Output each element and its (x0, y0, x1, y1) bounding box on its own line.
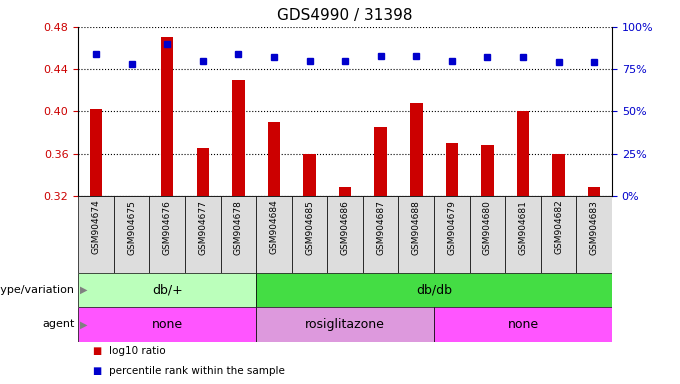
Text: GSM904686: GSM904686 (341, 200, 350, 255)
Text: GSM904678: GSM904678 (234, 200, 243, 255)
Bar (78, 196, 114, 273)
Bar (577, 196, 612, 273)
Bar (90, 109, 102, 196)
Bar (256, 196, 292, 273)
Text: db/db: db/db (416, 283, 452, 296)
Bar (220, 196, 256, 273)
Text: GSM904677: GSM904677 (199, 200, 207, 255)
Bar (552, 154, 565, 196)
Bar (481, 145, 494, 196)
Bar (398, 196, 434, 273)
Bar (268, 122, 280, 196)
Bar (434, 307, 612, 342)
Bar (505, 196, 541, 273)
Bar (517, 111, 529, 196)
Text: ■: ■ (92, 346, 101, 356)
Bar (256, 273, 612, 307)
Bar (150, 196, 185, 273)
Text: none: none (507, 318, 539, 331)
Text: ■: ■ (92, 366, 101, 376)
Bar (363, 196, 398, 273)
Text: percentile rank within the sample: percentile rank within the sample (109, 366, 285, 376)
Bar (125, 196, 138, 198)
Bar (434, 196, 470, 273)
Text: agent: agent (42, 319, 75, 329)
Text: GSM904675: GSM904675 (127, 200, 136, 255)
Text: GSM904684: GSM904684 (269, 200, 278, 255)
Text: GSM904685: GSM904685 (305, 200, 314, 255)
Text: genotype/variation: genotype/variation (0, 285, 75, 295)
Text: ▶: ▶ (80, 319, 87, 329)
Text: db/+: db/+ (152, 283, 182, 296)
Text: log10 ratio: log10 ratio (109, 346, 165, 356)
Bar (588, 187, 600, 196)
Text: GSM904687: GSM904687 (376, 200, 385, 255)
Bar (78, 307, 256, 342)
Text: rosiglitazone: rosiglitazone (305, 318, 385, 331)
Text: ▶: ▶ (80, 285, 87, 295)
Text: GSM904681: GSM904681 (519, 200, 528, 255)
Text: GSM904676: GSM904676 (163, 200, 171, 255)
Text: GSM904683: GSM904683 (590, 200, 598, 255)
Bar (445, 143, 458, 196)
Bar (303, 154, 316, 196)
Bar (161, 38, 173, 196)
Bar (470, 196, 505, 273)
Text: GSM904682: GSM904682 (554, 200, 563, 255)
Bar (339, 187, 352, 196)
Text: GSM904674: GSM904674 (92, 200, 101, 255)
Text: GSM904680: GSM904680 (483, 200, 492, 255)
Bar (114, 196, 150, 273)
Bar (410, 103, 422, 196)
Bar (232, 80, 245, 196)
Bar (185, 196, 220, 273)
Bar (375, 127, 387, 196)
Bar (541, 196, 577, 273)
Bar (256, 307, 434, 342)
Bar (78, 273, 256, 307)
Text: GSM904679: GSM904679 (447, 200, 456, 255)
Bar (327, 196, 363, 273)
Bar (292, 196, 327, 273)
Text: GSM904688: GSM904688 (412, 200, 421, 255)
Bar (197, 148, 209, 196)
Title: GDS4990 / 31398: GDS4990 / 31398 (277, 8, 413, 23)
Text: none: none (152, 318, 183, 331)
